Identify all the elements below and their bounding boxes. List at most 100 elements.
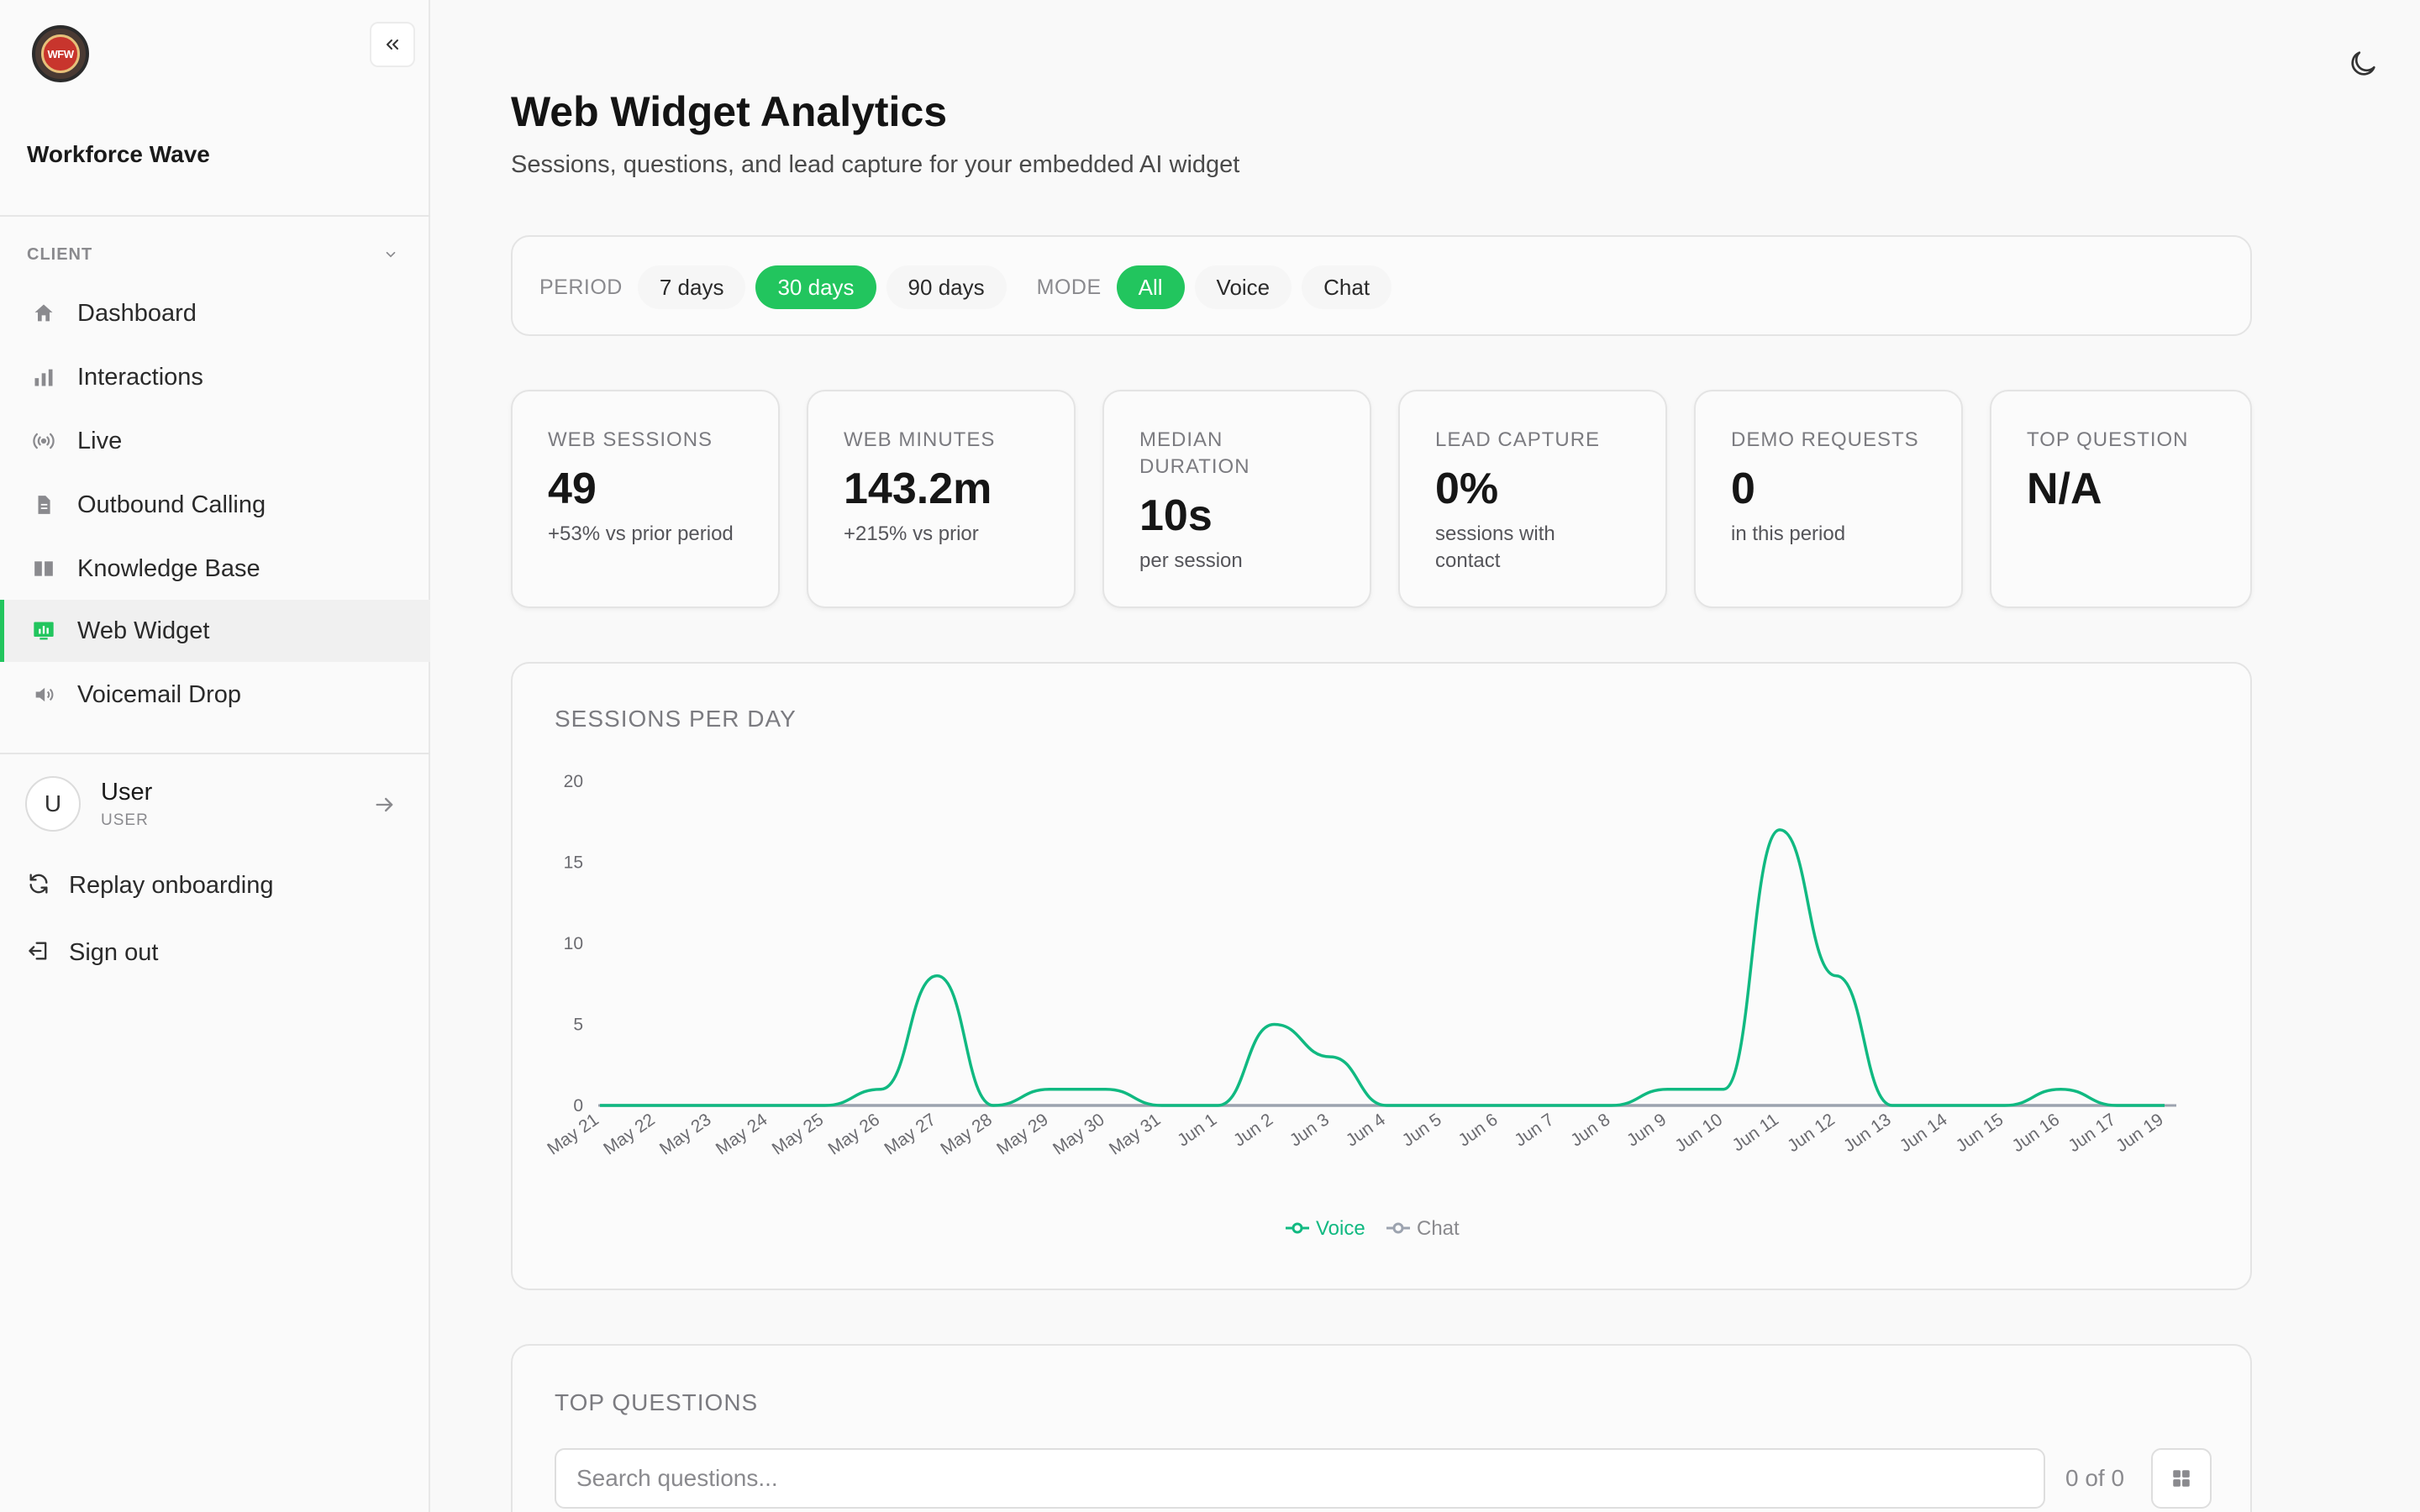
x-tick-label: Jun 14 — [1897, 1110, 1951, 1156]
x-tick-label: May 26 — [825, 1110, 884, 1158]
sidebar-item-dashboard[interactable]: Dashboard — [0, 282, 430, 344]
org-logo[interactable]: WFW — [32, 25, 89, 82]
x-tick-label: May 24 — [713, 1110, 771, 1159]
x-tick-label: May 22 — [600, 1110, 659, 1158]
x-tick-label: Jun 8 — [1567, 1110, 1613, 1150]
replay-onboarding-link[interactable]: Replay onboarding — [27, 872, 273, 900]
section-label-client: CLIENT — [27, 245, 93, 264]
top-questions-card: TOP QUESTIONS 0 of 0 — [511, 1344, 2252, 1512]
user-name: User — [101, 778, 153, 806]
dark-mode-toggle-moon-icon[interactable] — [2346, 47, 2380, 85]
stat-card-median-duration: MEDIAN DURATION 10s per session — [1102, 390, 1371, 608]
sidebar-item-interactions[interactable]: Interactions — [0, 346, 430, 408]
stat-title: MEDIAN DURATION — [1139, 428, 1250, 478]
x-tick-label: May 31 — [1106, 1110, 1165, 1158]
period-7-days-button[interactable]: 7 days — [637, 265, 746, 309]
sidebar-divider — [0, 753, 430, 754]
sidebar-item-label: Dashboard — [77, 299, 197, 327]
chart-title: SESSIONS PER DAY — [555, 706, 797, 732]
x-tick-label: Jun 17 — [2065, 1110, 2119, 1156]
avatar: U — [25, 776, 81, 832]
stat-card-demo-requests: DEMO REQUESTS 0 in this period — [1694, 390, 1963, 608]
stat-title: WEB SESSIONS — [548, 428, 713, 451]
x-tick-label: Jun 3 — [1286, 1110, 1333, 1150]
broadcast-icon — [30, 428, 57, 454]
sidebar-item-live[interactable]: Live — [0, 410, 430, 472]
page-subtitle: Sessions, questions, and lead capture fo… — [511, 151, 1240, 178]
stat-value: 10s — [1139, 491, 1213, 540]
bar-chart-icon — [30, 364, 57, 391]
stat-value: N/A — [2027, 465, 2102, 513]
speaker-icon — [30, 681, 57, 708]
stat-subtext: in this period — [1731, 522, 1846, 545]
x-tick-label: May 25 — [769, 1110, 828, 1158]
mode-label: MODE — [1036, 275, 1102, 299]
sidebar-item-voicemail-drop[interactable]: Voicemail Drop — [0, 664, 430, 726]
x-tick-label: Jun 15 — [1953, 1110, 2007, 1156]
top-questions-title: TOP QUESTIONS — [555, 1389, 759, 1415]
document-icon — [30, 491, 57, 518]
replay-onboarding-label: Replay onboarding — [69, 872, 274, 899]
book-icon — [30, 555, 57, 582]
legend-label: Voice — [1316, 1217, 1365, 1240]
stat-subtext: +53% vs prior period — [548, 522, 734, 545]
sidebar-item-label: Knowledge Base — [77, 554, 260, 582]
stat-title: DEMO REQUESTS — [1731, 428, 1919, 451]
mode-voice-button[interactable]: Voice — [1194, 265, 1292, 309]
sidebar: WFW Workforce Wave CLIENT Dashboard Inte… — [0, 0, 430, 1512]
stat-subtext: sessions with contact — [1435, 522, 1555, 572]
mode-chat-button[interactable]: Chat — [1302, 265, 1392, 309]
x-tick-label: Jun 12 — [1784, 1110, 1839, 1156]
chevron-down-icon[interactable] — [383, 247, 398, 266]
filter-bar: PERIOD 7 days 30 days 90 days MODE All V… — [511, 235, 2252, 336]
stat-title: LEAD CAPTURE — [1435, 428, 1601, 451]
sidebar-item-knowledge-base[interactable]: Knowledge Base — [0, 538, 430, 600]
sidebar-item-label: Interactions — [77, 363, 203, 391]
stat-card-web-sessions: WEB SESSIONS 49 +53% vs prior period — [511, 390, 780, 608]
y-tick-label: 20 — [564, 772, 583, 791]
x-tick-label: May 21 — [544, 1110, 602, 1158]
org-name: Workforce Wave — [27, 141, 210, 167]
y-tick-label: 15 — [564, 853, 583, 873]
sidebar-item-outbound-calling[interactable]: Outbound Calling — [0, 474, 430, 536]
sidebar-item-label: Web Widget — [77, 617, 210, 644]
grid-view-button[interactable] — [2151, 1448, 2212, 1509]
user-role: USER — [101, 811, 149, 829]
x-tick-label: Jun 4 — [1343, 1110, 1390, 1150]
questions-count: 0 of 0 — [2065, 1465, 2125, 1491]
period-90-days-button[interactable]: 90 days — [886, 265, 1007, 309]
x-tick-label: Jun 19 — [2112, 1110, 2167, 1156]
widget-icon — [30, 617, 57, 644]
y-tick-label: 10 — [564, 934, 583, 953]
arrow-right-icon[interactable] — [373, 793, 397, 821]
sign-out-icon — [27, 939, 50, 967]
user-profile[interactable]: U User USER — [25, 776, 152, 832]
period-30-days-button[interactable]: 30 days — [755, 265, 876, 309]
stat-value: 143.2m — [844, 465, 992, 513]
stat-subtext: +215% vs prior — [844, 522, 979, 545]
double-chevron-left-icon — [387, 39, 398, 50]
sidebar-item-web-widget[interactable]: Web Widget — [0, 600, 430, 662]
logo-text: WFW — [41, 34, 80, 73]
x-tick-label: Jun 6 — [1455, 1110, 1501, 1150]
collapse-sidebar-button[interactable] — [370, 22, 415, 67]
x-tick-label: May 27 — [881, 1110, 939, 1158]
x-tick-label: May 30 — [1050, 1110, 1108, 1158]
x-tick-label: Jun 9 — [1623, 1110, 1670, 1150]
stat-title: TOP QUESTION — [2027, 428, 2189, 451]
x-tick-label: Jun 10 — [1671, 1110, 1726, 1156]
sidebar-divider — [0, 215, 430, 217]
stat-card-lead-capture: LEAD CAPTURE 0% sessions with contact — [1398, 390, 1667, 608]
stat-subtext: per session — [1139, 549, 1243, 572]
x-tick-label: May 28 — [937, 1110, 996, 1158]
search-questions-input[interactable] — [555, 1448, 2045, 1509]
mode-all-button[interactable]: All — [1116, 265, 1185, 309]
period-label: PERIOD — [539, 275, 623, 299]
stat-value: 49 — [548, 465, 597, 513]
sidebar-item-label: Outbound Calling — [77, 491, 266, 518]
series-line-voice — [600, 828, 2165, 1107]
sign-out-link[interactable]: Sign out — [27, 939, 158, 967]
refresh-icon — [27, 872, 50, 900]
stat-title: WEB MINUTES — [844, 428, 996, 451]
